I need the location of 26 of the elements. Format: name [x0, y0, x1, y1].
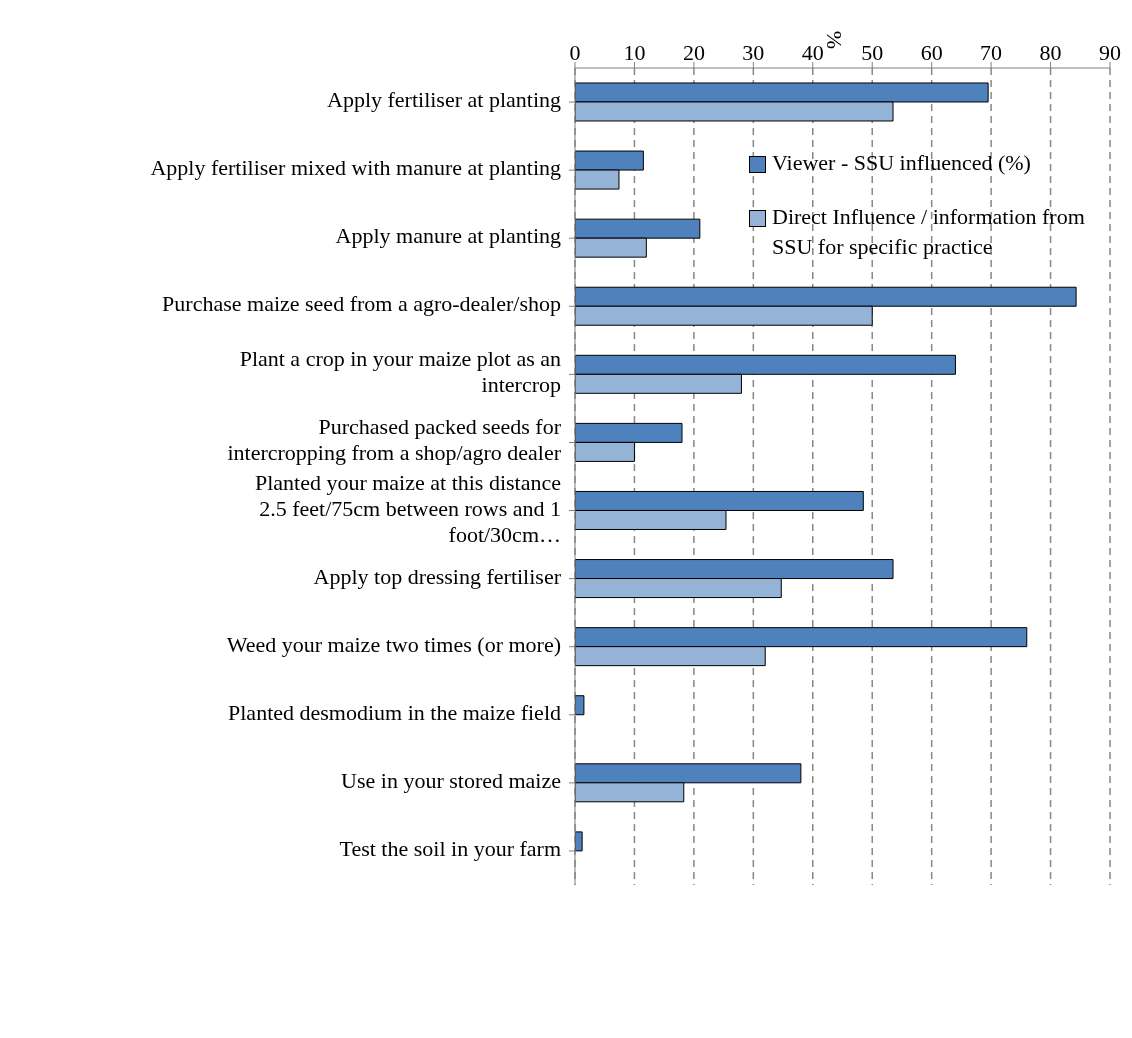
y-tick-label: Planted desmodium in the maize field [228, 699, 561, 725]
y-tick-label: Planted your maize at this distance 2.5 feet/75cm between rows and 1 foot/30cm… [254, 469, 561, 547]
x2-tick-label: 50 [861, 40, 884, 65]
x2-tick-label: 70 [980, 40, 1003, 65]
y-tick-label: Apply fertiliser mixed with manure at planting [150, 155, 561, 181]
x2-tick-label: 30 [742, 40, 765, 65]
y-tick-label: Apply top dressing fertiliser [313, 563, 562, 589]
x2-tick-label: 20 [682, 40, 705, 65]
y-tick-label: Apply manure at planting [335, 223, 561, 249]
x2-tick-label: 60 [920, 40, 943, 65]
x2-tick-label: 0 [569, 40, 581, 65]
y-tick-label: Use in your stored maize [341, 767, 561, 793]
bar [575, 695, 585, 716]
legend-label: Viewer - SSU influenced (%) [772, 149, 1031, 177]
x2-tick-label: 10 [623, 40, 646, 65]
y-tick-label: Plant a crop in your maize plot as an intercrop [239, 346, 561, 398]
y-tick-label: Apply fertiliser at planting [327, 87, 561, 113]
y-tick-label: Purchased packed seeds for intercropping from a shop/agro dealer [227, 414, 562, 466]
legend-label: Direct Influence / information from SSU for specific practice [772, 203, 1086, 261]
y-tick-label: Purchase maize seed from a agro-dealer/shop [162, 291, 561, 317]
y-tick-label: Weed your maize two times (or more) [226, 631, 561, 657]
x2-tick-label: 40 [801, 40, 824, 65]
bar [575, 831, 583, 852]
y-tick-label: Test the soil in your farm [339, 836, 561, 862]
x2-tick-label: 80 [1039, 40, 1062, 65]
x2-tick-label: 90 [1099, 40, 1121, 65]
